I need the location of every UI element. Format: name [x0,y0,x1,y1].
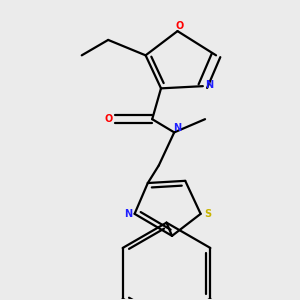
Text: O: O [176,22,184,32]
Text: N: N [173,123,181,134]
Text: S: S [204,209,211,219]
Text: N: N [124,209,132,219]
Text: N: N [206,80,214,91]
Text: O: O [104,114,112,124]
